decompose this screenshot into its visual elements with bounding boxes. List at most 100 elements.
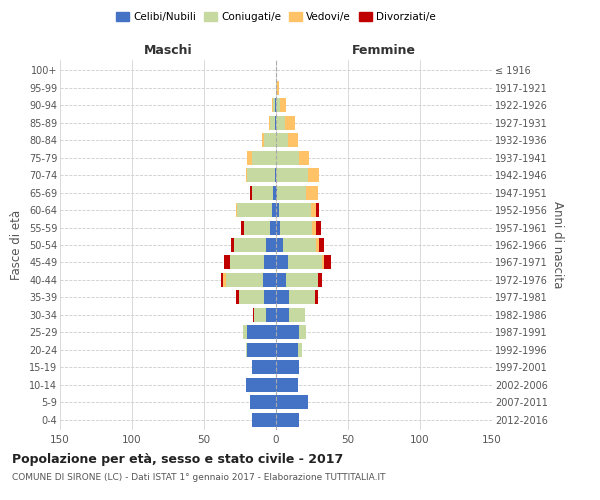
Bar [276, 116, 284, 130]
Bar [230, 256, 265, 270]
Bar [318, 273, 322, 287]
Bar [251, 151, 276, 164]
Bar [276, 151, 299, 164]
Bar [244, 220, 270, 234]
Bar [234, 238, 266, 252]
Bar [283, 238, 316, 252]
Bar [315, 290, 318, 304]
Text: COMUNE DI SIRONE (LC) - Dati ISTAT 1° gennaio 2017 - Elaborazione TUTTITALIA.IT: COMUNE DI SIRONE (LC) - Dati ISTAT 1° ge… [12, 472, 386, 482]
Bar [270, 116, 275, 130]
Bar [247, 151, 251, 164]
Bar [263, 273, 276, 287]
Bar [312, 220, 316, 234]
Bar [276, 290, 289, 304]
Bar [299, 326, 306, 339]
Text: Maschi: Maschi [143, 44, 193, 57]
Bar [276, 273, 286, 287]
Bar [246, 378, 276, 392]
Bar [287, 256, 322, 270]
Bar [223, 273, 226, 287]
Bar [323, 256, 331, 270]
Bar [243, 326, 247, 339]
Bar [224, 256, 230, 270]
Bar [250, 395, 276, 409]
Bar [276, 186, 277, 200]
Bar [247, 326, 276, 339]
Bar [250, 186, 251, 200]
Bar [276, 203, 279, 217]
Bar [276, 308, 289, 322]
Bar [276, 168, 308, 182]
Bar [246, 168, 247, 182]
Bar [226, 273, 263, 287]
Bar [287, 134, 298, 147]
Bar [308, 168, 319, 182]
Bar [272, 203, 276, 217]
Bar [247, 342, 276, 356]
Text: Femmine: Femmine [352, 44, 416, 57]
Bar [299, 151, 309, 164]
Bar [265, 134, 276, 147]
Bar [236, 203, 237, 217]
Bar [273, 186, 276, 200]
Bar [241, 220, 244, 234]
Bar [262, 134, 265, 147]
Bar [276, 98, 280, 112]
Y-axis label: Fasce di età: Fasce di età [10, 210, 23, 280]
Bar [277, 81, 279, 95]
Bar [316, 238, 319, 252]
Bar [276, 256, 287, 270]
Bar [298, 342, 302, 356]
Bar [221, 273, 223, 287]
Bar [266, 308, 276, 322]
Bar [251, 186, 273, 200]
Bar [237, 203, 272, 217]
Bar [289, 290, 315, 304]
Bar [253, 308, 254, 322]
Bar [276, 395, 308, 409]
Bar [316, 220, 320, 234]
Bar [322, 256, 323, 270]
Bar [289, 308, 305, 322]
Bar [275, 98, 276, 112]
Bar [286, 273, 318, 287]
Bar [316, 203, 319, 217]
Bar [276, 134, 287, 147]
Bar [275, 168, 276, 182]
Text: Popolazione per età, sesso e stato civile - 2017: Popolazione per età, sesso e stato civil… [12, 452, 343, 466]
Bar [232, 238, 234, 252]
Bar [270, 220, 276, 234]
Bar [276, 81, 277, 95]
Bar [311, 203, 316, 217]
Bar [251, 360, 276, 374]
Bar [319, 238, 323, 252]
Bar [276, 220, 280, 234]
Bar [265, 290, 276, 304]
Bar [266, 238, 276, 252]
Bar [280, 98, 286, 112]
Bar [276, 378, 298, 392]
Legend: Celibi/Nubili, Coniugati/e, Vedovi/e, Divorziati/e: Celibi/Nubili, Coniugati/e, Vedovi/e, Di… [112, 8, 440, 26]
Bar [246, 342, 247, 356]
Bar [275, 116, 276, 130]
Bar [279, 203, 311, 217]
Bar [276, 412, 299, 426]
Bar [306, 186, 318, 200]
Bar [251, 412, 276, 426]
Bar [247, 168, 275, 182]
Bar [276, 342, 298, 356]
Bar [276, 326, 299, 339]
Bar [239, 290, 265, 304]
Bar [280, 220, 312, 234]
Bar [284, 116, 295, 130]
Bar [254, 308, 266, 322]
Y-axis label: Anni di nascita: Anni di nascita [551, 202, 565, 288]
Bar [277, 186, 306, 200]
Bar [269, 116, 270, 130]
Bar [276, 238, 283, 252]
Bar [265, 256, 276, 270]
Bar [272, 98, 273, 112]
Bar [273, 98, 275, 112]
Bar [276, 360, 299, 374]
Bar [236, 290, 239, 304]
